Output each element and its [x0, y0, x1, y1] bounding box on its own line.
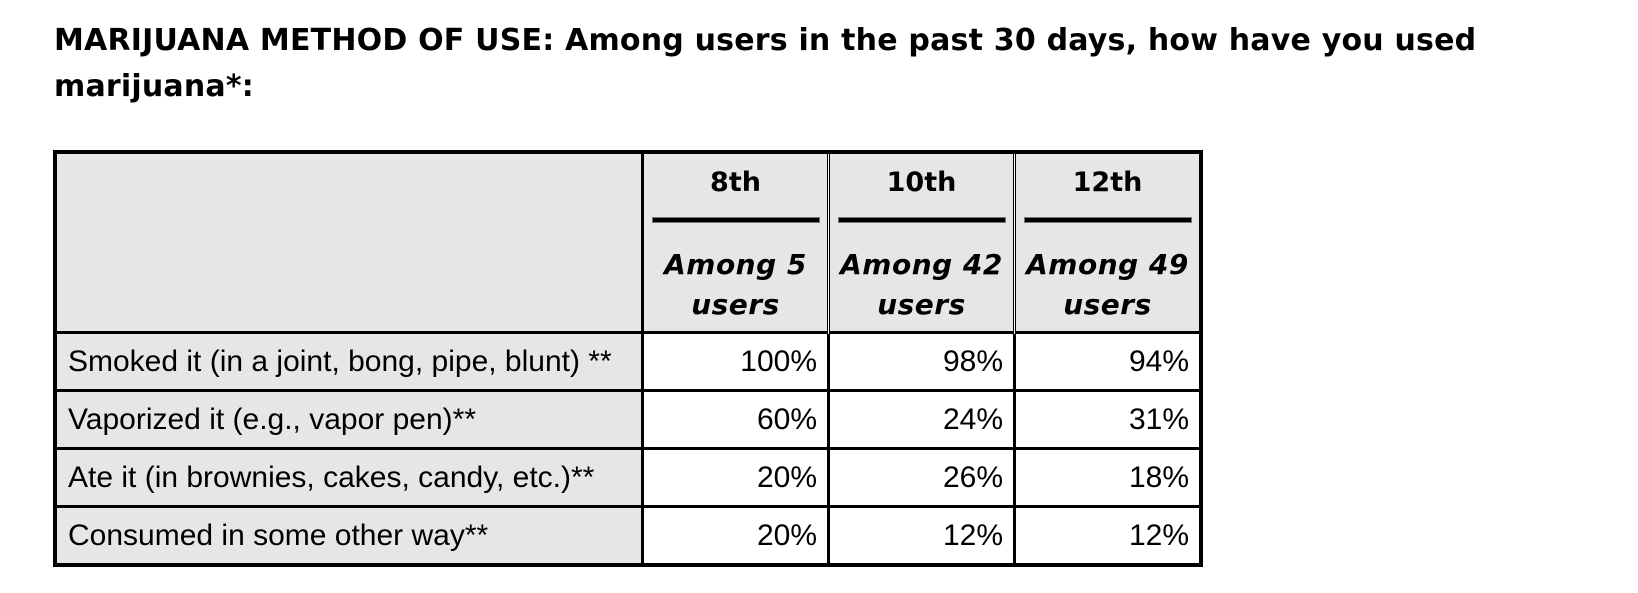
users-count-line2: users — [1063, 288, 1152, 321]
table-row: Consumed in some other way** 20% 12% 12% — [55, 506, 1201, 565]
row-label: Consumed in some other way** — [55, 506, 644, 565]
value-cell-8th: 20% — [642, 448, 829, 508]
grade-label: 12th — [1072, 167, 1143, 198]
value-cell-10th: 24% — [827, 390, 1015, 450]
table-row: Smoked it (in a joint, bong, pipe, blunt… — [55, 332, 1201, 392]
row-label: Smoked it (in a joint, bong, pipe, blunt… — [55, 332, 644, 392]
header-divider-rule — [651, 217, 820, 223]
column-header-10th: 10th Among 42 users — [827, 152, 1015, 334]
header-divider-rule — [1023, 217, 1192, 223]
users-count-line1: Among 49 — [1026, 248, 1189, 281]
column-header-12th: 12th Among 49 users — [1013, 152, 1201, 334]
results-table: 8th Among 5 users 10th Among 42 users 12… — [53, 150, 1203, 567]
value-cell-8th: 20% — [642, 506, 829, 565]
header-divider-rule — [837, 217, 1006, 223]
users-count-line2: users — [691, 288, 780, 321]
table-row: Ate it (in brownies, cakes, candy, etc.)… — [55, 448, 1201, 508]
header-stub-cell — [55, 152, 644, 334]
users-count-line1: Among 42 — [840, 248, 1003, 281]
value-cell-8th: 60% — [642, 390, 829, 450]
value-cell-12th: 18% — [1013, 448, 1201, 508]
row-label: Vaporized it (e.g., vapor pen)** — [55, 390, 644, 450]
table-row: Vaporized it (e.g., vapor pen)** 60% 24%… — [55, 390, 1201, 450]
value-cell-12th: 94% — [1013, 332, 1201, 392]
value-cell-12th: 12% — [1013, 506, 1201, 565]
page-title: MARIJUANA METHOD OF USE: Among users in … — [54, 23, 1477, 104]
row-label: Ate it (in brownies, cakes, candy, etc.)… — [55, 448, 644, 508]
users-count-line1: Among 5 — [664, 248, 807, 281]
value-cell-10th: 98% — [827, 332, 1015, 392]
value-cell-12th: 31% — [1013, 390, 1201, 450]
column-header-8th: 8th Among 5 users — [642, 152, 829, 334]
value-cell-10th: 12% — [827, 506, 1015, 565]
users-count-line2: users — [877, 288, 966, 321]
grade-label: 8th — [710, 167, 761, 198]
value-cell-10th: 26% — [827, 448, 1015, 508]
grade-label: 10th — [886, 167, 957, 198]
value-cell-8th: 100% — [642, 332, 829, 392]
table-header-row: 8th Among 5 users 10th Among 42 users 12… — [55, 152, 1201, 334]
